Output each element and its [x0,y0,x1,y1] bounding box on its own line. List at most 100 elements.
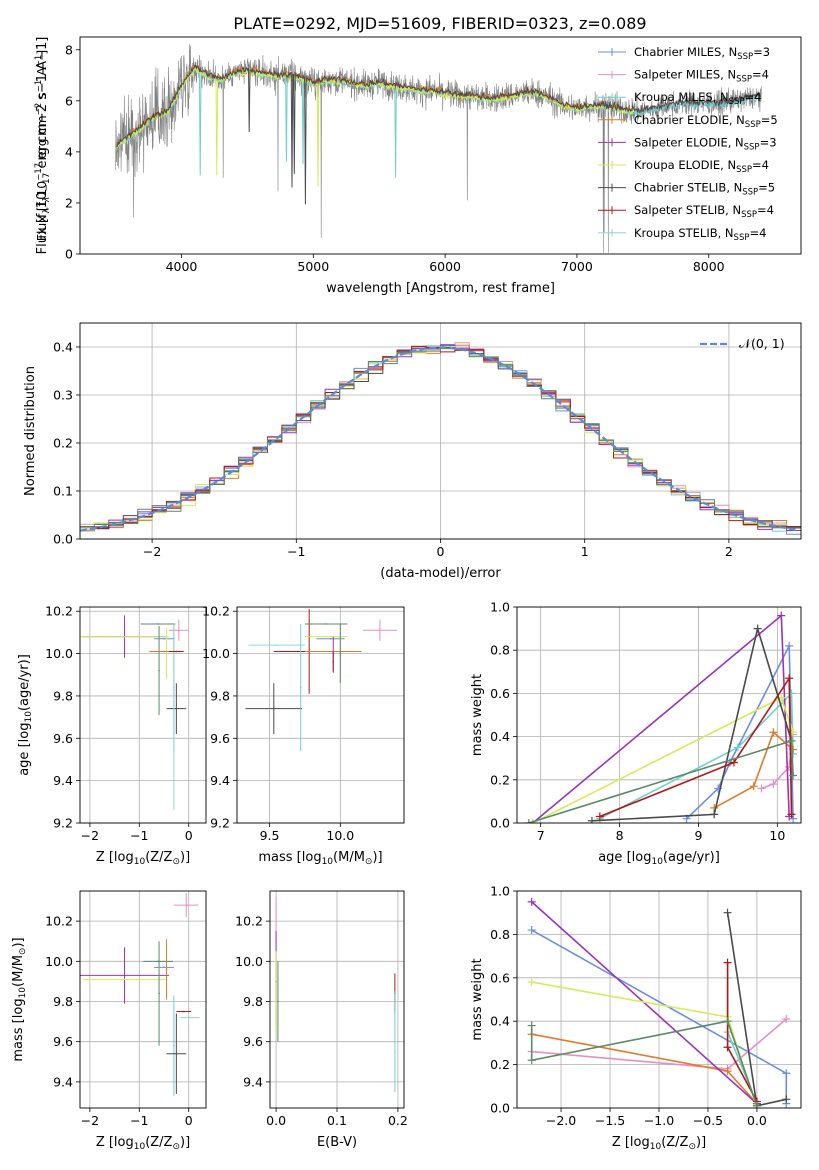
plus-marker [723,1017,732,1026]
data-point [332,661,335,663]
x-axis-label-part: 10 [322,857,334,867]
x-tick-label: 7 [537,828,545,843]
data-point [123,974,126,977]
legend-label-part: SSP [742,188,758,198]
data-point [175,650,178,653]
y-tick-label: 9.2 [210,816,230,831]
legend-label: Salpeter MILES, NSSP=4 [634,68,769,85]
plus-marker [723,1067,732,1076]
plus-marker [587,816,596,823]
x-tick-label: 4000 [166,259,198,274]
plus-marker [789,771,798,780]
axes-frame: −2 −1 09.49.69.810.010.2Z [log10(Z/Z⊙)]mas… [11,890,207,1152]
data-point [299,686,302,689]
plus-marker [785,674,794,683]
legend-label-part: =4 [752,158,769,172]
y-tick-label: 0.0 [490,816,510,831]
y-tick-label: 0.2 [53,436,73,451]
plot-area [245,609,397,751]
x-tick-label: 9.5 [260,828,280,843]
y-axis-label-part: Flux [f [35,213,50,254]
y-tick-label: 9.6 [210,731,230,746]
data-point [275,644,278,646]
y-tick-label: 0.3 [53,388,73,403]
legend-label-part: SSP [737,52,753,62]
x-axis-label-part: ⊙ [172,1142,180,1152]
y-axis-label-part: −1 [35,42,50,61]
x-axis-label-part: (Z/Z [145,1135,172,1150]
axes-border [79,606,207,824]
legend-label-part: SSP [736,75,752,85]
y-axis-label-part: (age/yr)] [17,654,32,711]
data-point [339,652,342,655]
data-point [173,741,175,744]
plot-area [524,611,798,823]
x-axis-label-part: (M/M [333,850,365,865]
y-tick-label: 10.2 [45,604,73,619]
y-axis-label-part: Flux [f [34,201,49,241]
y-axis-label-part: λ [42,208,52,214]
plus-marker [723,908,732,917]
y-tick-label: 10.2 [45,914,73,929]
data-point [158,992,160,995]
plus-marker [789,814,798,823]
legend-label: Chabrier STELIB, NSSP=5 [634,181,775,198]
data-point [123,635,126,638]
data-point [325,623,327,625]
legend-label-part: =3 [753,45,770,59]
x-axis-label-part: )] [696,1135,706,1150]
data-point [157,960,159,963]
y-axis-label-part: ] [35,37,50,42]
axes-border [236,606,405,824]
legend-label-part: =4 [744,90,761,104]
y-axis-label-part: erg cm [35,123,50,172]
x-axis-label: age [log10(age/yr)] [598,850,720,867]
y-tick-label: 0.8 [490,927,510,942]
y-tick-label: 0.8 [490,643,510,658]
legend-label-part: =5 [758,181,775,195]
age-vs-metallicity-panel: −2 −1 09.29.49.69.810.010.2Z [log10(Z/Z⊙)]… [17,604,207,867]
x-tick-label: 7000 [561,259,593,274]
y-tick-label: 0.0 [53,532,73,547]
x-tick-label: 0.2 [388,1113,408,1128]
x-tick-label: 6000 [429,259,461,274]
y-tick-label: 9.4 [53,773,73,788]
x-tick-label: −1 [130,828,148,843]
legend-label-part: Kroupa STELIB, N [634,226,734,240]
x-tick-label: 9 [694,828,702,843]
x-axis-label-part: 10 [134,1142,146,1152]
data-point [277,1000,279,1003]
weight-line-kroupa-miles [599,691,794,820]
legend-label-part: SSP [745,120,761,130]
legend-label-part: SSP [744,142,760,152]
y-tick-label: 10.2 [235,914,263,929]
y-tick-label: 9.8 [243,994,263,1009]
weight-line-kroupa-miles [726,977,758,1105]
plus-marker [733,743,742,752]
legend-label-part: Kroupa ELODIE, N [634,158,736,172]
normal-curve-line [80,346,799,532]
y-axis-label-part: λ [42,197,52,203]
spectrum-legend: Chabrier MILES, NSSP=3 Salpeter MILES, NS… [598,45,778,243]
legend-label-part: Salpeter ELODIE, N [634,135,744,149]
legend-label: Salpeter ELODIE, NSSP=3 [634,135,777,152]
x-axis-label: wavelength [Angstrom, rest frame] [326,281,555,296]
y-tick-label: 9.4 [53,1074,73,1089]
data-point [379,629,381,632]
plot-area [275,897,396,1092]
x-tick-label: 0 [185,828,193,843]
y-axis-label-part: A [34,67,49,80]
x-tick-label: −2.0 [546,1113,576,1128]
plus-marker [524,819,533,823]
x-axis-label-part: mass [log [258,850,321,865]
weight-line-kroupa-elodie [531,981,758,1108]
plus-marker [528,819,537,823]
x-axis-label-part: (Z/Z [145,850,172,865]
legend-label: Chabrier MILES, NSSP=3 [634,45,770,62]
mass-vs-ebv-panel: 0.0 0.1 0.2 9.4 9.6 9.8 10.0 10.2 E(B-V) [235,890,408,1150]
plus-marker [710,810,719,819]
x-tick-label: 0.0 [747,1113,767,1128]
legend-label-part: SSP [736,165,752,175]
